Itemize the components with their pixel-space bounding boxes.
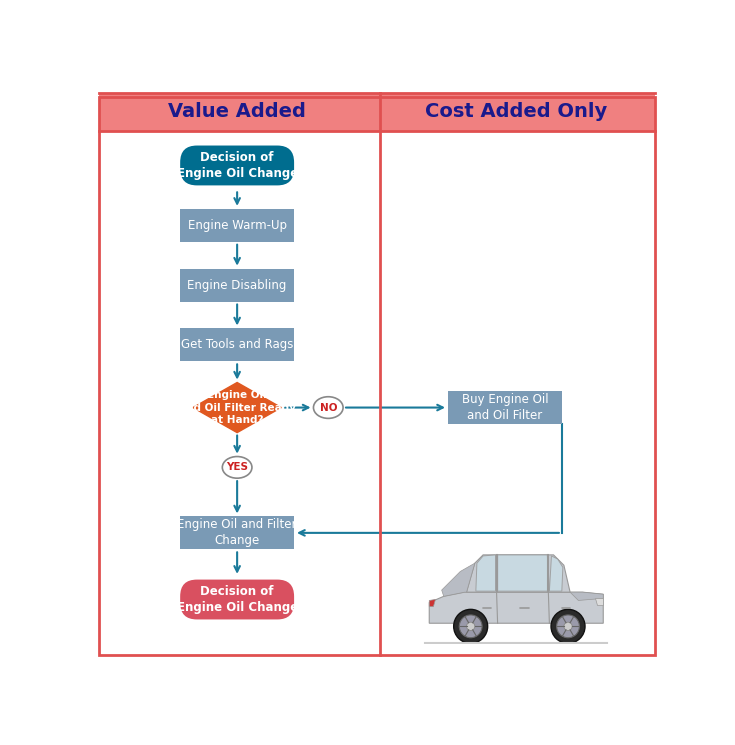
- Bar: [180, 329, 294, 361]
- Text: NO: NO: [320, 402, 337, 413]
- Text: Engine Oil
and Oil Filter Ready
at Hand?: Engine Oil and Oil Filter Ready at Hand?: [179, 390, 295, 425]
- FancyBboxPatch shape: [180, 580, 294, 619]
- Text: YES: YES: [226, 463, 248, 472]
- Text: Value Added: Value Added: [168, 102, 306, 121]
- Polygon shape: [193, 382, 282, 433]
- Text: Engine Oil and Filter
Change: Engine Oil and Filter Change: [177, 519, 297, 548]
- Text: Cost Added Only: Cost Added Only: [425, 102, 607, 121]
- Text: Decision of
Engine Oil Change: Decision of Engine Oil Change: [176, 151, 298, 180]
- Bar: [180, 516, 294, 549]
- Text: Buy Engine Oil
and Oil Filter: Buy Engine Oil and Oil Filter: [462, 393, 548, 422]
- Bar: [98, 92, 655, 131]
- Text: Get Tools and Rags: Get Tools and Rags: [181, 338, 293, 352]
- Bar: [180, 268, 294, 302]
- Text: Engine Warm-Up: Engine Warm-Up: [187, 219, 287, 232]
- Ellipse shape: [313, 397, 343, 419]
- Bar: [180, 209, 294, 242]
- Ellipse shape: [222, 457, 252, 478]
- Text: Engine Disabling: Engine Disabling: [187, 279, 287, 291]
- Text: Decision of
Engine Oil Change: Decision of Engine Oil Change: [176, 585, 298, 614]
- FancyBboxPatch shape: [180, 145, 294, 186]
- Bar: [448, 391, 562, 424]
